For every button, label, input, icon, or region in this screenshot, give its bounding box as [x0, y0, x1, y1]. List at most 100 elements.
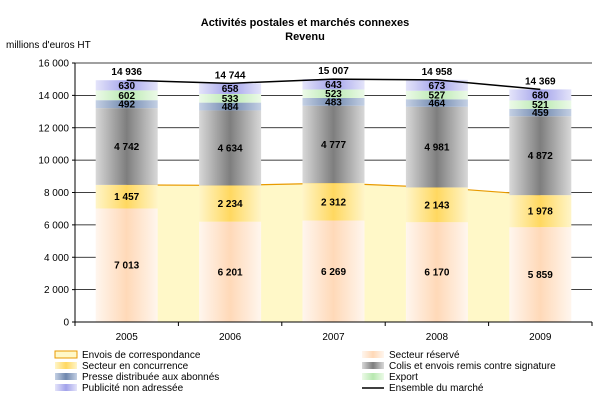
bar-segment	[95, 108, 158, 185]
bar-segment-label: 523	[325, 89, 342, 100]
legend-label: Presse distribuée aux abonnés	[82, 372, 219, 383]
total-label: 14 369	[525, 76, 556, 87]
bar-segment-label: 680	[532, 90, 549, 101]
bar-segment-label: 483	[325, 97, 342, 108]
bar-segment	[509, 89, 572, 101]
legend-label: Ensemble du marché	[389, 383, 484, 394]
bar-segment	[302, 89, 365, 98]
legend-label: Export	[389, 372, 418, 383]
bar-segment	[509, 116, 572, 196]
bar-segment-label: 2 234	[218, 199, 243, 210]
bar-segment	[509, 100, 572, 109]
legend-label: Secteur réservé	[389, 350, 460, 361]
bar-segment-label: 602	[118, 91, 135, 102]
x-tick-label: 2008	[426, 332, 449, 343]
legend-swatch	[362, 351, 384, 358]
bar-segment	[199, 102, 262, 111]
bar-segment-label: 658	[222, 84, 239, 95]
bar-segment	[405, 99, 468, 107]
bar-segment	[509, 227, 572, 322]
total-label: 15 007	[318, 66, 349, 77]
y-tick-label: 4 000	[44, 253, 69, 264]
total-label: 14 744	[215, 70, 246, 81]
bar-segment-label: 4 634	[218, 143, 243, 154]
bar-segment-label: 484	[222, 102, 239, 113]
bar-segment	[199, 83, 262, 94]
bar-segment-label: 533	[222, 94, 239, 105]
total-label: 14 958	[422, 67, 453, 78]
bar-segment-label: 5 859	[528, 270, 553, 281]
legend-swatch	[55, 373, 77, 380]
bar-segment-label: 6 269	[321, 267, 346, 278]
legend-label: Envois de correspondance	[82, 350, 201, 361]
y-tick-label: 12 000	[38, 123, 69, 134]
axes: 0 2 000 4 000 6 000 8 000 10 000 12 000 14 000 1…	[38, 59, 593, 343]
bar-segment	[302, 105, 365, 184]
bar-segment-label: 6 201	[218, 267, 243, 278]
legend-label: Colis et envois remis contre signature	[389, 361, 556, 372]
legend-swatch-area	[54, 350, 78, 359]
bar-segment-label: 1 457	[114, 192, 139, 203]
bar-segment	[95, 208, 158, 322]
bar-segment-label: 673	[429, 81, 446, 92]
bar-segment	[405, 90, 468, 100]
bar-segment	[95, 100, 158, 109]
bar-segment	[509, 195, 572, 228]
bar-segment-label: 4 872	[528, 151, 553, 162]
bar-segment-label: 7 013	[114, 261, 139, 272]
bar-segment	[302, 183, 365, 221]
bar-segment	[405, 187, 468, 223]
chart-title: Activités postales et marchés connexes	[201, 17, 409, 29]
bar-segment-label: 630	[118, 81, 135, 92]
y-tick-label: 2 000	[44, 285, 69, 296]
legend-label: Publicité non adressée	[82, 383, 184, 394]
legend-swatch	[55, 384, 77, 391]
legend-swatch	[55, 362, 77, 369]
bar-segment	[199, 221, 262, 322]
bar-segment-label: 4 981	[424, 143, 449, 154]
bar-segment-label: 492	[118, 100, 135, 111]
bar-segment	[302, 220, 365, 322]
legend-swatch	[362, 373, 384, 380]
x-tick-label: 2009	[529, 332, 552, 343]
bar-segment	[95, 80, 158, 91]
legend-swatch	[362, 362, 384, 369]
x-tick-label: 2006	[219, 332, 242, 343]
bar-segment-label: 4 777	[321, 140, 346, 151]
bar-segment	[509, 108, 572, 117]
total-label: 14 936	[111, 67, 142, 78]
bar-segment	[199, 110, 262, 186]
legend: Envois de correspondance Secteur réservé S…	[54, 350, 556, 394]
bar-segment	[95, 90, 158, 101]
x-tick-label: 2007	[322, 332, 345, 343]
bar-segment	[95, 184, 158, 209]
chart-subtitle: Revenu	[285, 31, 325, 43]
bar-segment	[405, 79, 468, 91]
bar-segment	[199, 185, 262, 222]
bar-segment	[405, 222, 468, 322]
bar-segment	[199, 93, 262, 103]
bar-segment-label: 6 170	[424, 268, 449, 279]
bar-segment	[302, 79, 365, 90]
y-tick-label: 0	[63, 318, 69, 329]
bar-segment-label: 643	[325, 80, 342, 91]
y-tick-label: 14 000	[38, 91, 69, 102]
y-tick-label: 6 000	[44, 220, 69, 231]
total-line-layer: 14 936 14 744 15 007 14 958 14 369	[111, 66, 556, 91]
bar-segment	[302, 97, 365, 106]
total-line	[126, 78, 541, 91]
bar-segment-label: 1 978	[528, 207, 553, 218]
bar-segment-label: 4 742	[114, 142, 139, 153]
y-tick-label: 8 000	[44, 188, 69, 199]
bar-segment-label: 464	[429, 99, 446, 110]
y-tick-label: 10 000	[38, 156, 69, 167]
y-axis-label: millions d'euros HT	[6, 40, 91, 51]
bar-segment	[405, 106, 468, 188]
x-tick-label: 2005	[116, 332, 139, 343]
legend-label: Secteur en concurrence	[82, 361, 189, 372]
bar-segment-label: 2 143	[424, 200, 449, 211]
bar-segment-label: 527	[429, 91, 446, 102]
y-tick-label: 16 000	[38, 59, 69, 70]
